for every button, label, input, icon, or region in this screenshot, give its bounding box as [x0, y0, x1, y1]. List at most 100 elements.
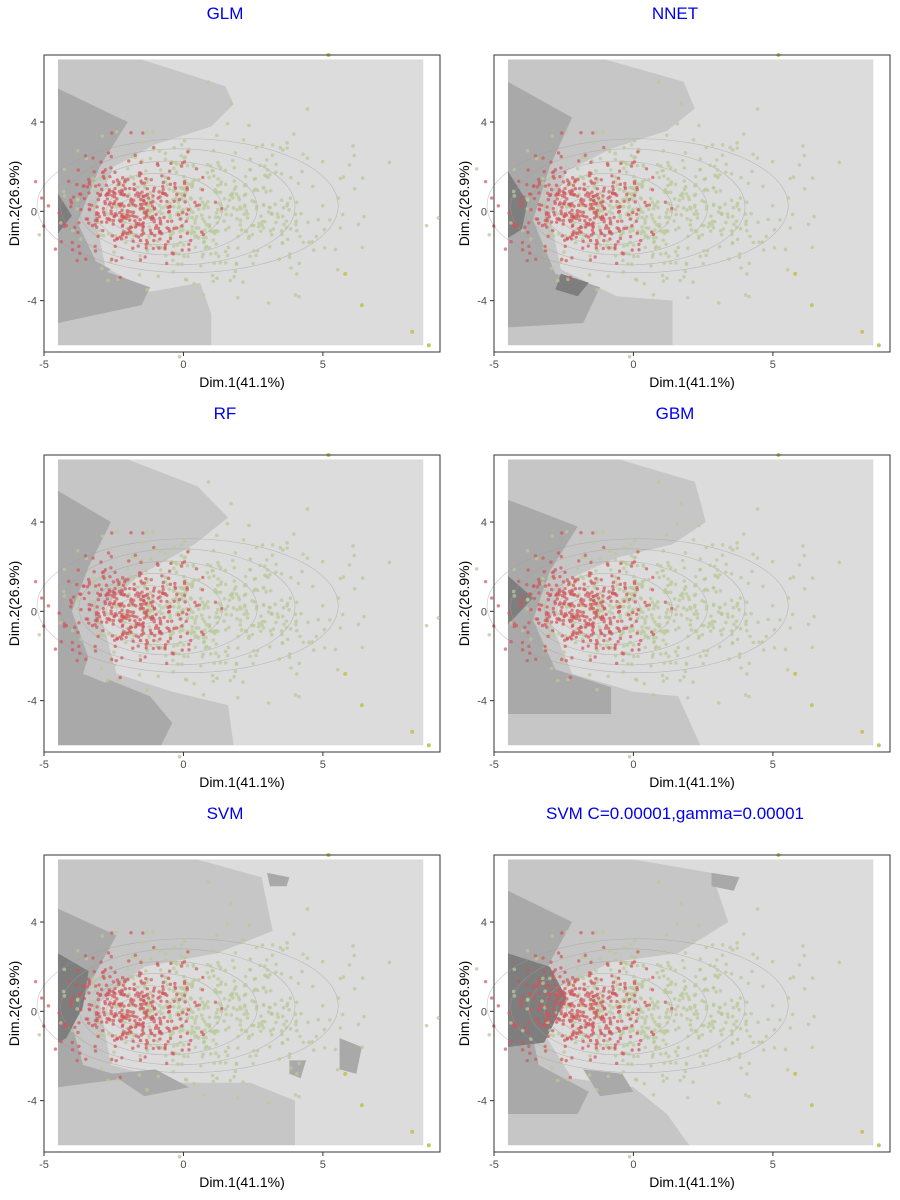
- data-point-green: [189, 1031, 193, 1036]
- data-point-red: [627, 597, 632, 602]
- data-point-green: [738, 627, 743, 631]
- data-point-green: [215, 1076, 219, 1080]
- data-point-green: [185, 1016, 190, 1021]
- data-point-green: [271, 227, 276, 231]
- data-point-green: [242, 212, 247, 216]
- data-point-green: [274, 1020, 278, 1025]
- data-point-green: [70, 1028, 75, 1033]
- data-point-red: [523, 625, 527, 630]
- data-point-red: [535, 185, 540, 189]
- data-point-green: [724, 562, 728, 567]
- data-point-green: [724, 162, 728, 167]
- data-point-green: [260, 223, 264, 227]
- data-point-green: [278, 145, 282, 150]
- data-point-red: [608, 237, 612, 241]
- data-point-red: [560, 634, 564, 638]
- data-point-green: [190, 979, 195, 984]
- data-point-red: [122, 1004, 126, 1008]
- data-point-green: [173, 160, 178, 165]
- data-point-red: [104, 983, 109, 987]
- data-point-red: [87, 1008, 92, 1012]
- data-point-red: [96, 1034, 100, 1039]
- data-point-green: [613, 575, 618, 579]
- data-point-red: [644, 567, 649, 571]
- data-point-red: [93, 223, 97, 227]
- data-point-green: [282, 622, 286, 627]
- data-point-green: [683, 151, 688, 155]
- data-point-red: [152, 238, 156, 243]
- data-point-green: [295, 200, 299, 205]
- x-tick-label: -5: [489, 359, 499, 371]
- data-point-red: [103, 168, 108, 172]
- data-point-red: [145, 592, 150, 596]
- data-point-red: [578, 618, 582, 622]
- data-point-red: [650, 230, 654, 234]
- data-point-green: [225, 922, 230, 926]
- data-point-red: [615, 199, 619, 204]
- data-point-red: [551, 628, 555, 633]
- data-point-green: [274, 220, 278, 225]
- data-point-green: [550, 134, 554, 138]
- data-point-green: [280, 1032, 284, 1037]
- data-point-green: [264, 174, 269, 178]
- data-point-red: [141, 1031, 146, 1035]
- data-point-green: [254, 204, 259, 209]
- data-point-green: [230, 558, 235, 563]
- data-point-green: [338, 226, 343, 230]
- data-point-red: [187, 1042, 191, 1046]
- data-point-red: [612, 615, 616, 620]
- data-point-green: [279, 571, 284, 576]
- data-point-red: [581, 639, 585, 644]
- data-point-red: [589, 597, 593, 602]
- y-tick-label: 4: [31, 917, 37, 929]
- data-point-green: [171, 658, 175, 663]
- data-point-red: [613, 643, 618, 647]
- data-point-red: [527, 244, 531, 249]
- data-point-red: [156, 196, 160, 200]
- data-point-red: [610, 574, 614, 578]
- data-point-green: [613, 151, 618, 156]
- data-point-red: [110, 193, 115, 198]
- data-point-green: [155, 639, 160, 643]
- data-point-red: [113, 612, 118, 616]
- data-point-red: [124, 631, 128, 635]
- data-point-red: [121, 583, 126, 587]
- data-point-green: [169, 232, 174, 237]
- data-point-green: [168, 613, 173, 618]
- data-point-green: [684, 261, 689, 266]
- data-point-green: [790, 212, 795, 217]
- data-point-red: [148, 1015, 153, 1020]
- decision-region: [583, 1069, 634, 1097]
- data-point-green: [755, 507, 760, 511]
- data-point-green: [156, 674, 161, 679]
- data-point-red: [118, 675, 122, 680]
- data-point-red: [158, 631, 162, 635]
- data-point-green: [721, 627, 726, 631]
- data-point-green: [186, 1054, 190, 1059]
- data-point-green: [284, 225, 289, 230]
- data-point-green: [206, 999, 210, 1004]
- data-point-red: [602, 238, 606, 243]
- data-point-green: [751, 240, 756, 245]
- data-point-green: [182, 138, 187, 143]
- points: [33, 453, 479, 759]
- data-point-red: [143, 255, 147, 259]
- points: [33, 53, 479, 359]
- data-point-green: [651, 252, 655, 257]
- data-point-red: [124, 216, 129, 221]
- data-point-green: [689, 207, 693, 211]
- data-point-red: [567, 202, 571, 206]
- data-point-red: [94, 610, 99, 615]
- data-point-green: [99, 1066, 104, 1071]
- data-point-green: [474, 967, 479, 971]
- data-point-green: [632, 156, 637, 160]
- data-point-red: [39, 996, 44, 1000]
- data-point-green: [669, 203, 673, 208]
- data-point-green: [738, 596, 743, 600]
- data-point-red: [529, 192, 533, 196]
- data-point-green: [222, 997, 227, 1001]
- data-point-green: [540, 599, 544, 603]
- data-point-red: [570, 608, 574, 612]
- data-point-green: [190, 610, 195, 615]
- data-point-green: [595, 687, 599, 692]
